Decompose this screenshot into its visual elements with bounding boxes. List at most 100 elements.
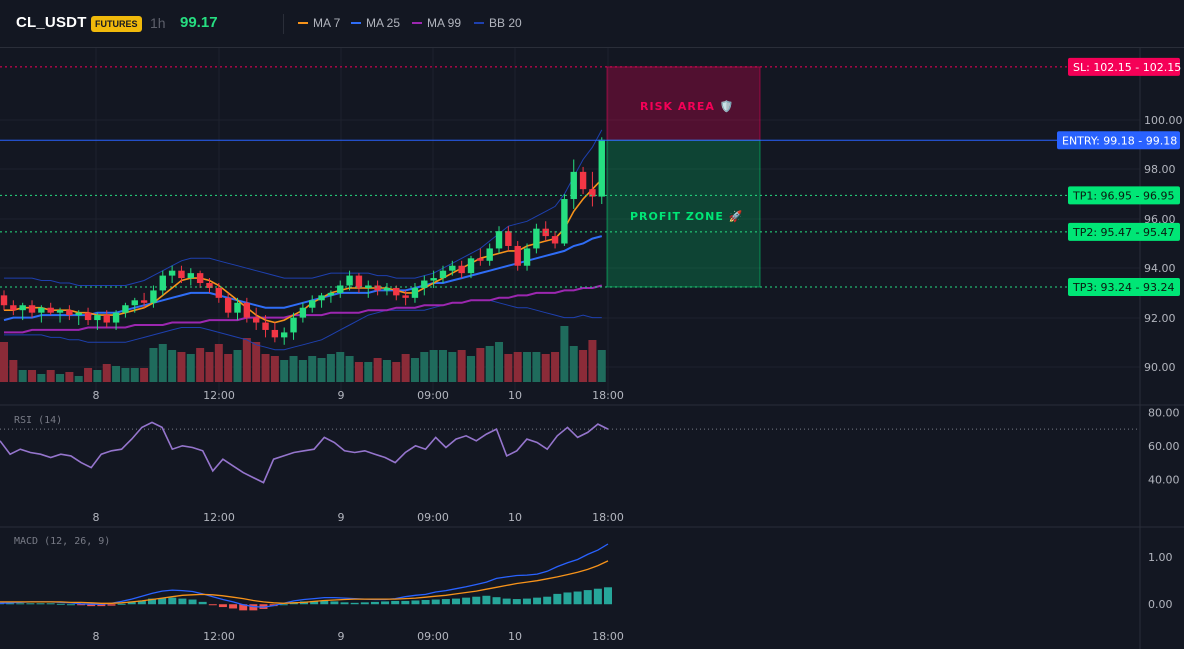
- time-axis-label: 10: [508, 511, 522, 524]
- volume-bar: [280, 360, 289, 382]
- volume-bar: [149, 348, 158, 382]
- candle-body: [337, 285, 344, 293]
- macd-histogram-bar: [391, 600, 400, 605]
- volume-bar: [551, 352, 560, 382]
- candle-body: [19, 305, 26, 311]
- chart-canvas[interactable]: SL: 102.15 - 102.15 ENTRY: 99.18 - 99.18 T…: [0, 48, 1184, 649]
- time-axis-label: 9: [338, 511, 345, 524]
- candle-body: [112, 312, 120, 323]
- candle-body: [84, 312, 92, 321]
- rsi-axis-label: 80.00: [1148, 406, 1180, 419]
- sl-tag-bg: [1068, 57, 1180, 76]
- macd-histogram-bar: [46, 603, 55, 605]
- legend-ma99[interactable]: MA 99: [412, 16, 461, 30]
- macd-histogram-bar: [563, 592, 572, 605]
- macd-histogram-bar: [279, 604, 288, 606]
- entry-tag-bg: [1057, 131, 1180, 150]
- time-axis-label: 18:00: [592, 389, 624, 402]
- candle-body: [206, 283, 213, 288]
- candle-body: [10, 305, 17, 311]
- volume-bar: [523, 352, 532, 382]
- candle-body: [262, 322, 269, 330]
- candle-body: [374, 285, 381, 291]
- ma7-swatch-icon: [298, 22, 308, 24]
- bb-lower-line: [4, 299, 602, 351]
- macd-histogram-bar: [6, 603, 15, 605]
- volume-bar: [317, 358, 326, 382]
- profit-zone-label: PROFIT ZONE 🚀: [630, 210, 743, 223]
- legend-ma7[interactable]: MA 7: [298, 16, 340, 30]
- candle-body: [551, 236, 559, 244]
- macd-histogram-bar: [56, 603, 65, 605]
- macd-histogram-bar: [543, 596, 552, 605]
- candle-body: [75, 312, 82, 316]
- candle-body: [28, 305, 36, 313]
- macd-histogram-bar: [462, 597, 471, 605]
- volume-bar: [354, 362, 363, 382]
- time-axis-label: 18:00: [592, 630, 624, 643]
- macd-histogram-bar: [249, 604, 258, 611]
- volume-bar: [438, 350, 447, 382]
- candle-body: [215, 287, 223, 298]
- time-axis-label: 09:00: [417, 630, 449, 643]
- candle-body: [187, 273, 194, 279]
- volume-bar: [513, 352, 522, 382]
- candle-body: [514, 245, 521, 266]
- candle-body: [402, 295, 409, 298]
- macd-histogram-bar: [421, 600, 430, 605]
- candle-body: [0, 295, 8, 306]
- candle-body: [570, 171, 577, 200]
- volume-bar: [495, 342, 504, 382]
- legend-ma25[interactable]: MA 25: [351, 16, 400, 30]
- volume-bar: [9, 360, 18, 382]
- volume-bar: [308, 356, 317, 382]
- tp-tag-1-bg: [1068, 186, 1180, 205]
- bb20-swatch-icon: [474, 22, 484, 24]
- legend-bb20[interactable]: BB 20: [474, 16, 522, 30]
- volume-bar: [410, 358, 419, 382]
- tp-tag-3: TP3: 93.24 - 93.24: [1072, 281, 1175, 294]
- volume-bar: [541, 354, 550, 382]
- macd-histogram-bar: [26, 603, 35, 605]
- volume-bar: [420, 352, 429, 382]
- candle-body: [47, 307, 54, 313]
- time-axis-label: 10: [508, 389, 522, 402]
- candle-body: [430, 278, 437, 281]
- macd-histogram-bar: [320, 600, 329, 605]
- macd-histogram-bar: [188, 599, 197, 605]
- candle-body: [365, 285, 372, 288]
- timeframe-selector[interactable]: 1h: [150, 15, 166, 31]
- volume-bar: [177, 352, 186, 382]
- macd-histogram-bar: [148, 598, 156, 605]
- macd-histogram-bar: [492, 597, 501, 605]
- volume-bar: [270, 356, 279, 382]
- candle-body: [318, 295, 325, 301]
- volume-bar: [504, 354, 513, 382]
- volume-bar: [0, 342, 8, 382]
- macd-histogram-bar: [350, 602, 359, 605]
- macd-histogram-bar: [482, 595, 491, 605]
- macd-histogram-bar: [583, 590, 592, 605]
- macd-histogram-bar: [117, 603, 126, 605]
- macd-histogram-bar: [330, 601, 339, 605]
- price-axis-label: 94.00: [1144, 262, 1176, 275]
- symbol-name[interactable]: CL_USDT: [16, 14, 87, 31]
- ma25-swatch-icon: [351, 22, 361, 24]
- tp-tag-2: TP2: 95.47 - 95.47: [1072, 226, 1175, 239]
- rsi-axis-label: 40.00: [1148, 473, 1180, 486]
- ma99-swatch-icon: [412, 22, 422, 24]
- last-price: 99.17: [180, 14, 218, 31]
- risk-area-zone: [606, 66, 761, 141]
- legend-ma25-label: MA 25: [366, 16, 401, 30]
- volume-bar: [252, 342, 261, 382]
- macd-histogram-bar: [441, 599, 450, 605]
- candle-body: [561, 199, 568, 244]
- candle-body: [38, 307, 45, 313]
- candle-body: [131, 300, 138, 306]
- price-axis-label: 96.00: [1144, 213, 1176, 226]
- volume-bar: [196, 348, 205, 382]
- macd-histogram-bar: [553, 593, 562, 605]
- volume-bar: [532, 352, 541, 382]
- candle-body: [94, 315, 101, 321]
